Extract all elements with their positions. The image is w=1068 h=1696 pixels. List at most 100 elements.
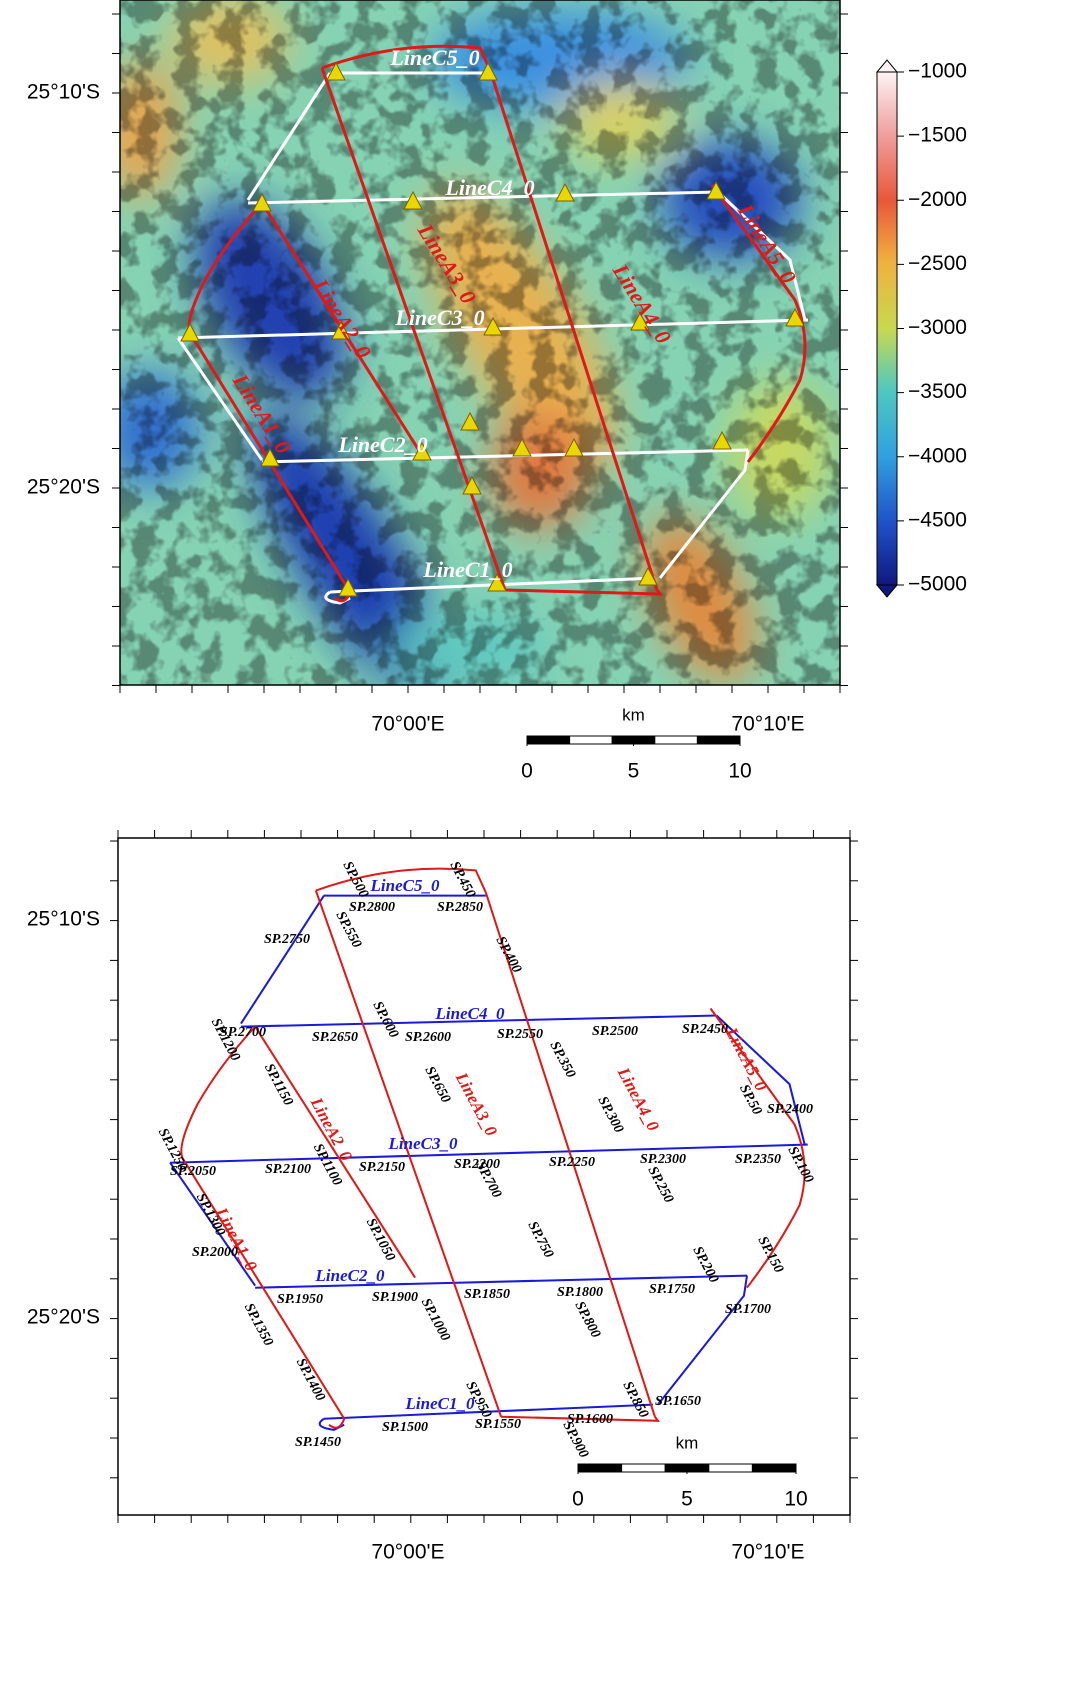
station-marker — [252, 192, 272, 212]
shot-point-label: SP.1150 — [261, 1061, 295, 1108]
survey-line — [657, 1275, 748, 1406]
scale-segment — [696, 735, 741, 745]
survey-line — [710, 184, 807, 463]
colorbar-cap — [875, 584, 899, 598]
station-marker — [706, 180, 726, 200]
shot-point-label: SP.2650 — [312, 1030, 358, 1045]
line-label: LineC4_0 — [435, 1004, 505, 1023]
colorbar-label: −2500 — [908, 252, 967, 275]
shot-point-label: SP.2200 — [454, 1157, 500, 1172]
longitude-label: 70°00'E — [371, 713, 444, 736]
shot-point-label: SP.1800 — [557, 1285, 603, 1300]
survey-line — [261, 448, 749, 464]
station-marker — [483, 316, 503, 336]
shot-point-label: SP.1750 — [649, 1282, 695, 1297]
shot-point-label: SP.2050 — [170, 1164, 216, 1179]
station-marker — [785, 307, 805, 327]
line-label: LineC3_0 — [394, 305, 484, 330]
scale-label: 10 — [784, 1488, 807, 1511]
shot-point-label: SP.1950 — [277, 1292, 323, 1307]
shot-point-label: SP.2350 — [735, 1152, 781, 1167]
scale-label: 10 — [728, 760, 751, 783]
shot-point-label: SP.2450 — [682, 1022, 728, 1037]
colorbar-label: −1500 — [908, 124, 967, 147]
shot-point-label: SP.1850 — [464, 1287, 510, 1302]
colorbar — [876, 71, 898, 586]
line-label: LineC5_0 — [389, 45, 479, 70]
shot-point-label: SP.1550 — [475, 1417, 521, 1432]
shot-point-label: SP.2500 — [592, 1024, 638, 1039]
shot-point-label: SP.850 — [619, 1379, 651, 1421]
shot-point-label: SP.2250 — [549, 1155, 595, 1170]
shot-point-label: SP.1900 — [372, 1290, 418, 1305]
survey-line — [321, 44, 492, 71]
survey-line — [501, 1415, 660, 1422]
latitude-label: 25°20'S — [27, 476, 100, 499]
survey-line — [240, 1014, 717, 1028]
survey-line — [176, 337, 264, 461]
shot-point-label: SP.650 — [421, 1064, 453, 1106]
survey-line — [658, 449, 750, 579]
survey-line — [247, 190, 719, 205]
station-marker — [180, 322, 200, 342]
shot-point-label: SP.2850 — [437, 900, 483, 915]
survey-line — [320, 67, 507, 591]
latitude-label: 25°20'S — [27, 1306, 100, 1329]
station-marker — [638, 566, 658, 586]
survey-line — [246, 72, 332, 201]
shot-point-label: SP.450 — [446, 859, 478, 901]
station-marker — [460, 411, 480, 431]
line-label: LineA3_0 — [451, 1068, 501, 1139]
bathymetry — [120, 0, 840, 685]
bottom-survey — [169, 867, 808, 1431]
shot-point-label: SP.1400 — [293, 1356, 328, 1404]
scale-unit: km — [676, 1433, 699, 1452]
colorbar-label: −4000 — [908, 444, 967, 467]
line-label: LineC1_0 — [405, 1394, 475, 1413]
station-marker — [512, 437, 532, 457]
shot-point-label: SP.150 — [754, 1234, 786, 1276]
shot-point-label: SP.800 — [571, 1299, 603, 1341]
survey-line — [254, 1026, 416, 1279]
shot-point-label: SP.1050 — [363, 1216, 398, 1264]
line-label: LineC3_0 — [388, 1134, 458, 1153]
shot-point-label: SP.600 — [369, 999, 401, 1041]
scale-segment — [621, 1463, 666, 1473]
scale-label: 5 — [681, 1488, 693, 1511]
station-marker — [630, 311, 650, 331]
shot-point-label: SP.2600 — [405, 1030, 451, 1045]
shot-point-label: SP.1700 — [725, 1302, 771, 1317]
shot-point-label: SP.1600 — [567, 1412, 613, 1427]
scale-unit: km — [622, 705, 645, 724]
scale-label: 0 — [521, 760, 533, 783]
scale-segment — [526, 735, 571, 745]
colorbar-label: −4500 — [908, 508, 967, 531]
station-marker — [403, 190, 423, 210]
survey-line — [488, 69, 659, 591]
survey-line — [181, 1157, 346, 1429]
colorbar-label: −5000 — [908, 573, 967, 596]
shot-point-label: SP.2150 — [359, 1160, 405, 1175]
longitude-label: 70°10'E — [731, 1541, 804, 1564]
station-marker — [564, 437, 584, 457]
shot-point-label: SP.2800 — [349, 900, 395, 915]
shot-point-label: SP.2100 — [265, 1162, 311, 1177]
shot-point-label: SP.350 — [546, 1039, 578, 1081]
colorbar-label: −3000 — [908, 316, 967, 339]
scale-segment — [569, 735, 613, 745]
shot-point-label: SP.2750 — [264, 932, 310, 947]
shot-point-label: SP.1450 — [295, 1435, 341, 1450]
station-marker — [478, 61, 498, 81]
longitude-label: 70°00'E — [371, 1541, 444, 1564]
station-marker — [326, 61, 346, 81]
survey-line — [324, 590, 351, 605]
shot-point-label: SP.2000 — [192, 1245, 238, 1260]
station-marker — [555, 182, 575, 202]
station-marker — [412, 441, 432, 461]
station-marker — [338, 577, 358, 597]
shot-point-label: SP.550 — [332, 909, 364, 951]
survey-line — [314, 890, 503, 1418]
station-marker — [487, 572, 507, 592]
